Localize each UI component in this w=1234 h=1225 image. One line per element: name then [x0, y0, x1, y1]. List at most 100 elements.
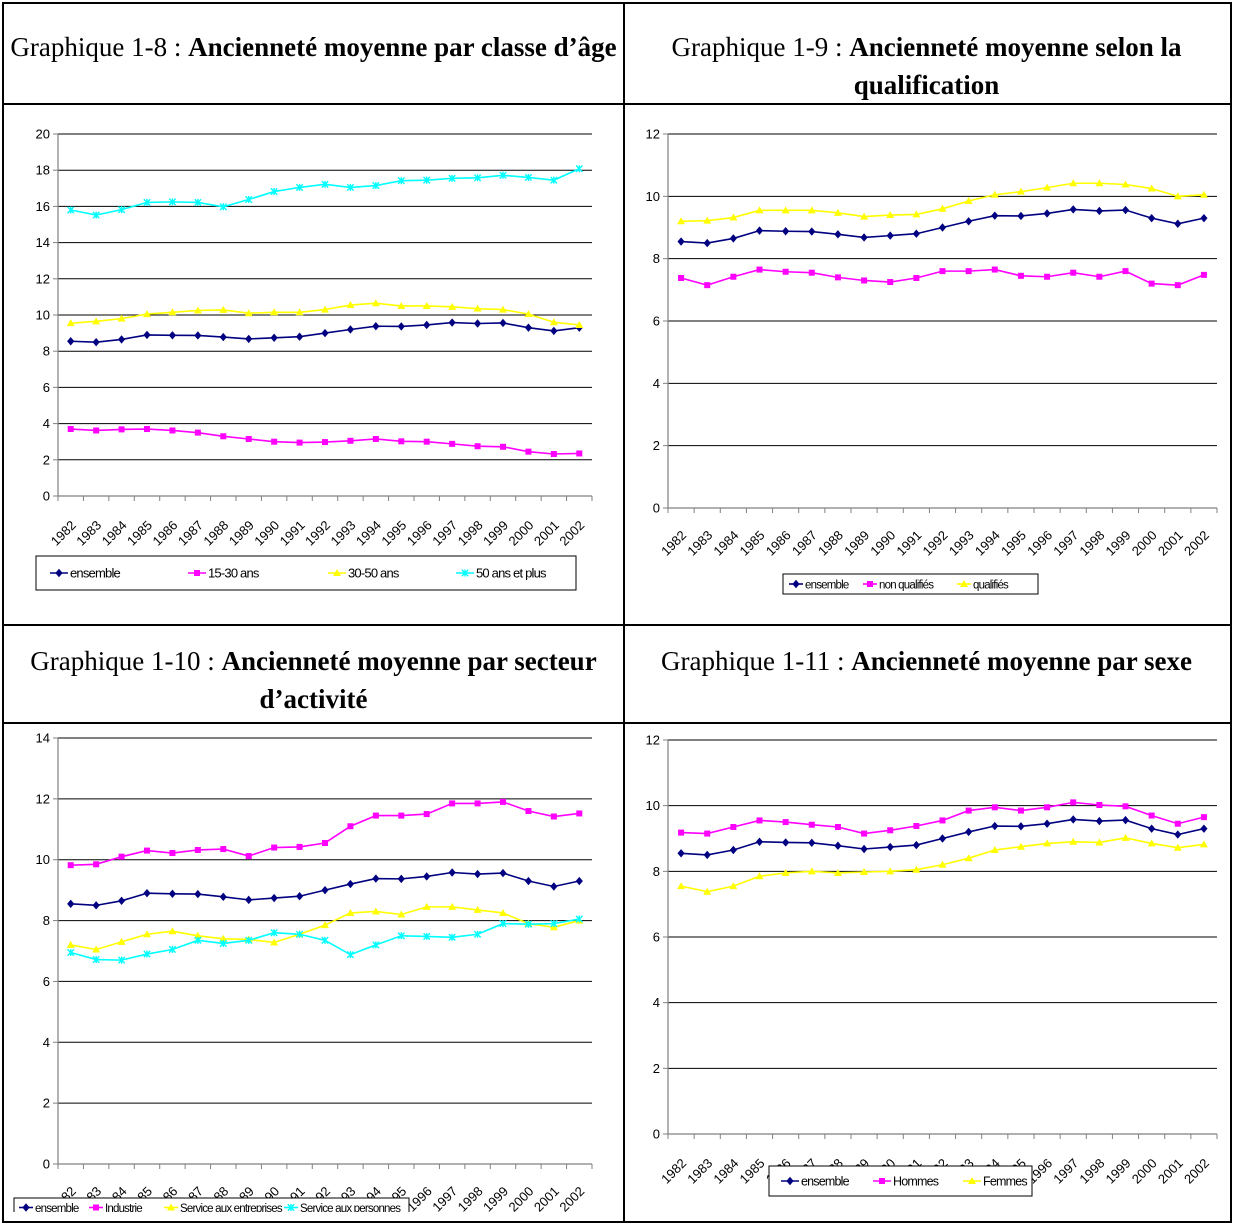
data-point — [833, 868, 842, 876]
chart-title-1-8: Graphique 1-8 : Ancienneté moyenne par c… — [4, 28, 623, 66]
x-tick-label: 1995 — [998, 528, 1029, 559]
x-tick-label: 1998 — [1076, 528, 1107, 559]
legend-label: Hommes — [893, 1175, 939, 1189]
legend-marker — [55, 568, 63, 578]
y-tick-label: 20 — [36, 127, 50, 142]
table-divider-vertical — [623, 4, 625, 1221]
x-tick-label: 1987 — [175, 518, 206, 549]
data-point — [143, 888, 151, 898]
data-point — [677, 849, 685, 858]
data-point — [524, 920, 533, 928]
data-point — [755, 226, 764, 235]
data-point — [965, 807, 972, 814]
data-point — [703, 216, 712, 224]
data-point — [93, 427, 100, 434]
y-tick-label: 6 — [43, 380, 50, 395]
data-point — [194, 889, 202, 899]
data-point — [1095, 179, 1104, 187]
data-point — [117, 314, 126, 322]
data-point — [448, 302, 457, 310]
data-point — [473, 319, 482, 328]
data-point — [499, 318, 507, 328]
data-point — [1173, 192, 1182, 200]
data-point — [194, 936, 202, 945]
data-point — [473, 869, 482, 879]
data-point — [550, 919, 558, 928]
legend-label: Service aux personnes — [300, 1203, 401, 1212]
data-point — [550, 813, 557, 820]
data-point — [1069, 179, 1078, 187]
data-point — [886, 231, 894, 240]
data-point — [346, 183, 355, 192]
data-point — [912, 865, 921, 873]
data-point — [117, 335, 126, 344]
data-point — [1070, 269, 1077, 276]
data-point — [991, 804, 998, 811]
data-point — [219, 332, 227, 342]
x-tick-label: 1990 — [867, 528, 898, 559]
x-tick-label: 2000 — [505, 1184, 536, 1212]
data-point — [938, 860, 947, 868]
x-tick-label: 1997 — [429, 1184, 460, 1212]
data-point — [860, 844, 868, 854]
legend-box — [768, 1165, 1033, 1197]
data-point — [1069, 815, 1077, 824]
data-point — [295, 332, 304, 341]
title-bold: Ancienneté moyenne selon la qualificatio… — [849, 32, 1182, 100]
data-point — [703, 238, 711, 248]
y-tick-label: 10 — [646, 798, 660, 813]
data-point — [219, 305, 228, 313]
data-point — [194, 198, 202, 207]
data-point — [321, 328, 329, 338]
data-point — [270, 333, 278, 343]
data-point — [1016, 187, 1025, 195]
x-tick-label: 1986 — [763, 528, 794, 559]
data-point — [834, 274, 841, 281]
data-point — [938, 834, 947, 843]
y-tick-label: 14 — [36, 235, 50, 250]
series-line — [70, 801, 580, 866]
chart-svg: 0246810121982198319841985198619871988198… — [646, 127, 1218, 595]
series-line — [681, 182, 1204, 223]
data-point — [1095, 816, 1103, 826]
data-point — [861, 277, 868, 284]
x-tick-label: 2000 — [1129, 1156, 1160, 1187]
x-tick-label: 1997 — [429, 518, 460, 549]
x-tick-label: 1994 — [353, 518, 384, 549]
y-tick-label: 2 — [43, 452, 50, 467]
x-tick-label: 1986 — [149, 518, 180, 549]
data-point — [524, 876, 533, 886]
data-point — [549, 318, 558, 326]
x-tick-label: 2001 — [531, 1184, 562, 1212]
x-tick-label: 1982 — [48, 518, 79, 549]
data-point — [67, 337, 75, 346]
data-point — [755, 206, 764, 214]
data-point — [117, 937, 126, 945]
data-point — [92, 337, 100, 347]
data-point — [67, 948, 75, 957]
data-point — [913, 823, 920, 830]
data-point — [834, 824, 841, 831]
data-point — [1174, 820, 1181, 827]
data-point — [781, 206, 790, 214]
data-point — [448, 174, 456, 183]
data-point — [1096, 802, 1103, 809]
y-tick-label: 4 — [653, 376, 660, 391]
data-point — [346, 301, 355, 309]
chart-svg: 0246810121982198319841985198619871988198… — [646, 733, 1218, 1197]
data-point — [525, 448, 532, 455]
data-point — [271, 844, 278, 851]
data-point — [423, 932, 431, 941]
data-point — [755, 872, 764, 880]
y-tick-label: 12 — [646, 127, 660, 142]
y-tick-label: 10 — [36, 308, 50, 323]
chart-graphique-1-10: 0246810121419821983198419851986198719881… — [6, 722, 619, 1212]
data-point — [1017, 211, 1025, 221]
data-point — [66, 940, 75, 948]
data-point — [1200, 213, 1208, 223]
data-point — [372, 435, 379, 442]
data-point — [448, 933, 456, 942]
data-point — [704, 282, 711, 289]
data-point — [729, 882, 738, 890]
x-tick-label: 1991 — [277, 518, 308, 549]
